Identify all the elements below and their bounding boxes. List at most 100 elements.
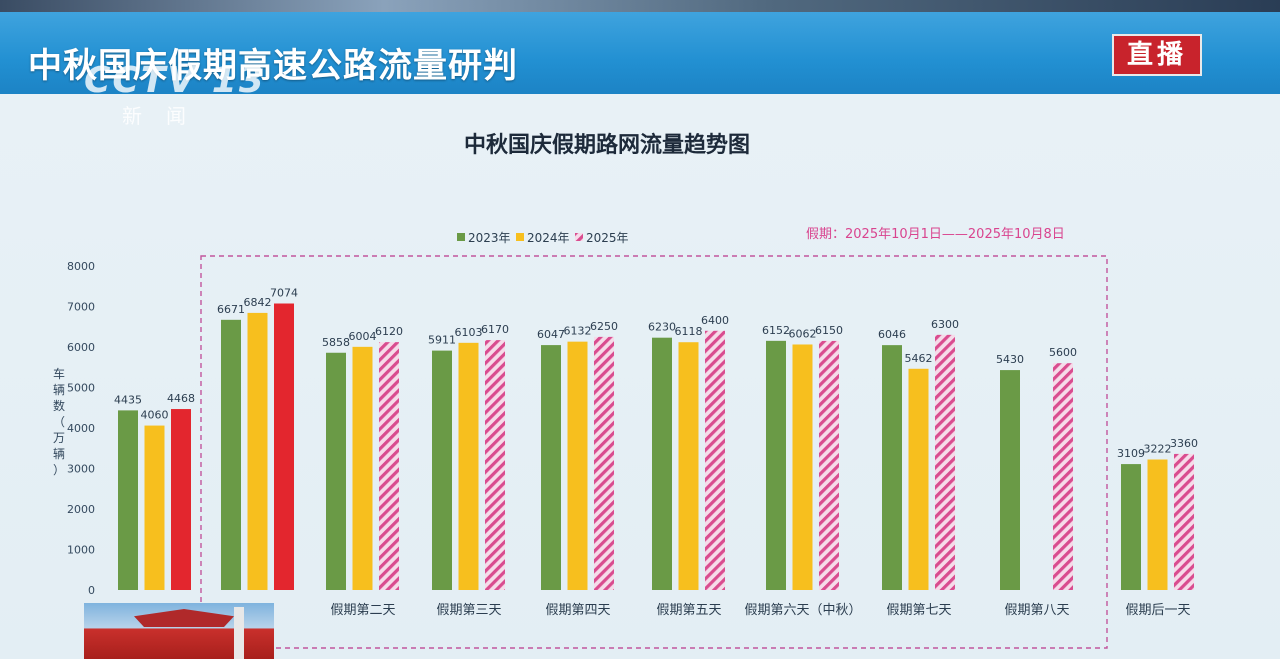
bar-2024年-1 bbox=[247, 312, 268, 590]
chart-board: 中秋国庆假期路网流量趋势图 2023年 2024年 2025年 假期：2025年10月1… bbox=[0, 94, 1280, 659]
category-label: 假期第七天 bbox=[886, 603, 951, 618]
traffic-trend-chart: 中秋国庆假期路网流量趋势图 2023年 2024年 2025年 假期：2025年10月1… bbox=[53, 132, 1198, 649]
legend-swatch bbox=[457, 233, 465, 241]
y-axis-label-char: 车 bbox=[53, 366, 65, 381]
data-label: 3360 bbox=[1170, 437, 1198, 450]
category-label: 假期第五天 bbox=[656, 603, 721, 618]
y-axis-label-char: 辆 bbox=[53, 383, 65, 397]
bar-2023年-0 bbox=[118, 410, 138, 590]
data-label: 6047 bbox=[537, 328, 565, 341]
category-label: 假期第六天（中秋） bbox=[744, 603, 861, 618]
bar-2023年-8 bbox=[1000, 370, 1020, 590]
y-tick-label: 1000 bbox=[67, 544, 95, 557]
data-label: 6250 bbox=[590, 320, 618, 333]
legend-label: 2025年 bbox=[586, 231, 629, 245]
holiday-note: 假期：2025年10月1日——2025年10月8日 bbox=[806, 227, 1065, 242]
y-axis-label-char: ） bbox=[53, 463, 65, 477]
legend-label: 2024年 bbox=[527, 231, 570, 245]
bar-2025年-6 bbox=[819, 340, 839, 590]
bar-2025年-1 bbox=[274, 303, 294, 590]
y-tick-label: 6000 bbox=[67, 341, 95, 354]
data-label: 4060 bbox=[141, 409, 169, 422]
data-label: 3222 bbox=[1144, 443, 1172, 456]
bar-2025年-2 bbox=[379, 342, 399, 590]
data-label: 6062 bbox=[789, 327, 817, 340]
category-label: 假期第八天 bbox=[1004, 603, 1069, 618]
data-label: 6118 bbox=[675, 325, 703, 338]
data-label: 6132 bbox=[564, 325, 592, 338]
category-label: 假期第四天 bbox=[545, 603, 610, 618]
data-label: 6230 bbox=[648, 321, 676, 334]
data-label: 3109 bbox=[1117, 447, 1145, 460]
bar-2023年-2 bbox=[326, 352, 346, 590]
y-tick-label: 8000 bbox=[67, 260, 95, 273]
bar-2025年-9 bbox=[1174, 453, 1194, 590]
data-label: 6400 bbox=[701, 314, 729, 327]
y-tick-label: 7000 bbox=[67, 301, 95, 314]
category-label: 假期后一天 bbox=[1125, 603, 1190, 618]
data-label: 6842 bbox=[244, 296, 272, 309]
data-label: 6170 bbox=[481, 323, 509, 336]
data-label: 5858 bbox=[322, 336, 350, 349]
category-label: 假期第三天 bbox=[436, 603, 501, 618]
holiday-range-box bbox=[200, 255, 1108, 649]
top-photo-strip bbox=[0, 0, 1280, 12]
data-label: 6300 bbox=[931, 318, 959, 331]
legend-swatch bbox=[516, 233, 524, 241]
data-label: 5600 bbox=[1049, 346, 1077, 359]
y-tick-label: 3000 bbox=[67, 463, 95, 476]
y-tick-label: 4000 bbox=[67, 422, 95, 435]
cctv-logo: CCTV 13 bbox=[84, 60, 266, 101]
category-label: 假期第二天 bbox=[330, 603, 395, 618]
bar-2025年-0 bbox=[171, 409, 191, 590]
bar-2024年-9 bbox=[1147, 459, 1168, 590]
bar-2024年-0 bbox=[144, 425, 165, 590]
bar-2023年-9 bbox=[1121, 464, 1141, 590]
y-axis-label-char: （ bbox=[53, 415, 65, 429]
bar-2024年-7 bbox=[908, 368, 929, 590]
bar-2024年-4 bbox=[567, 341, 588, 590]
data-label: 5430 bbox=[996, 353, 1024, 366]
bar-2023年-3 bbox=[432, 350, 452, 590]
title-banner: 中秋国庆假期高速公路流量研判 直播 bbox=[0, 12, 1280, 94]
bar-2024年-5 bbox=[678, 342, 699, 590]
tiananmen-thumbnail-icon bbox=[84, 603, 274, 659]
y-axis-label-char: 辆 bbox=[53, 447, 65, 461]
chart-title: 中秋国庆假期路网流量趋势图 bbox=[464, 132, 750, 158]
bar-2023年-6 bbox=[766, 340, 786, 590]
cctv-logo-sub: 新闻 bbox=[122, 104, 210, 128]
data-label: 6103 bbox=[455, 326, 483, 339]
banner-title: 中秋国庆假期高速公路流量研判 bbox=[28, 46, 518, 86]
bar-2023年-7 bbox=[882, 345, 902, 590]
legend-label: 2023年 bbox=[468, 231, 511, 245]
data-label: 5911 bbox=[428, 334, 456, 347]
bar-2025年-8 bbox=[1053, 363, 1073, 590]
data-label: 7074 bbox=[270, 287, 298, 300]
bar-2024年-6 bbox=[792, 344, 813, 590]
bar-2024年-3 bbox=[458, 342, 479, 590]
bar-2023年-1 bbox=[221, 319, 241, 590]
y-axis-label-char: 数 bbox=[53, 398, 65, 413]
data-label: 6004 bbox=[349, 330, 377, 343]
data-label: 6152 bbox=[762, 324, 790, 337]
bar-2024年-2 bbox=[352, 346, 373, 590]
data-label: 6046 bbox=[878, 328, 906, 341]
data-label: 6671 bbox=[217, 303, 245, 316]
y-axis-label-char: 万 bbox=[53, 431, 65, 445]
y-tick-label: 0 bbox=[88, 584, 95, 597]
data-label: 4468 bbox=[167, 392, 195, 405]
bar-2025年-4 bbox=[594, 336, 614, 590]
bar-2025年-7 bbox=[935, 334, 955, 590]
data-label: 6120 bbox=[375, 325, 403, 338]
data-label: 5462 bbox=[905, 352, 933, 365]
bar-2025年-3 bbox=[485, 340, 505, 590]
y-tick-label: 5000 bbox=[67, 382, 95, 395]
bar-2025年-5 bbox=[705, 330, 725, 590]
bar-2023年-5 bbox=[652, 337, 672, 590]
data-label: 4435 bbox=[114, 393, 142, 406]
live-badge: 直播 bbox=[1112, 34, 1202, 76]
y-tick-label: 2000 bbox=[67, 503, 95, 516]
legend-swatch bbox=[575, 233, 583, 241]
data-label: 6150 bbox=[815, 324, 843, 337]
bar-2023年-4 bbox=[541, 345, 561, 590]
